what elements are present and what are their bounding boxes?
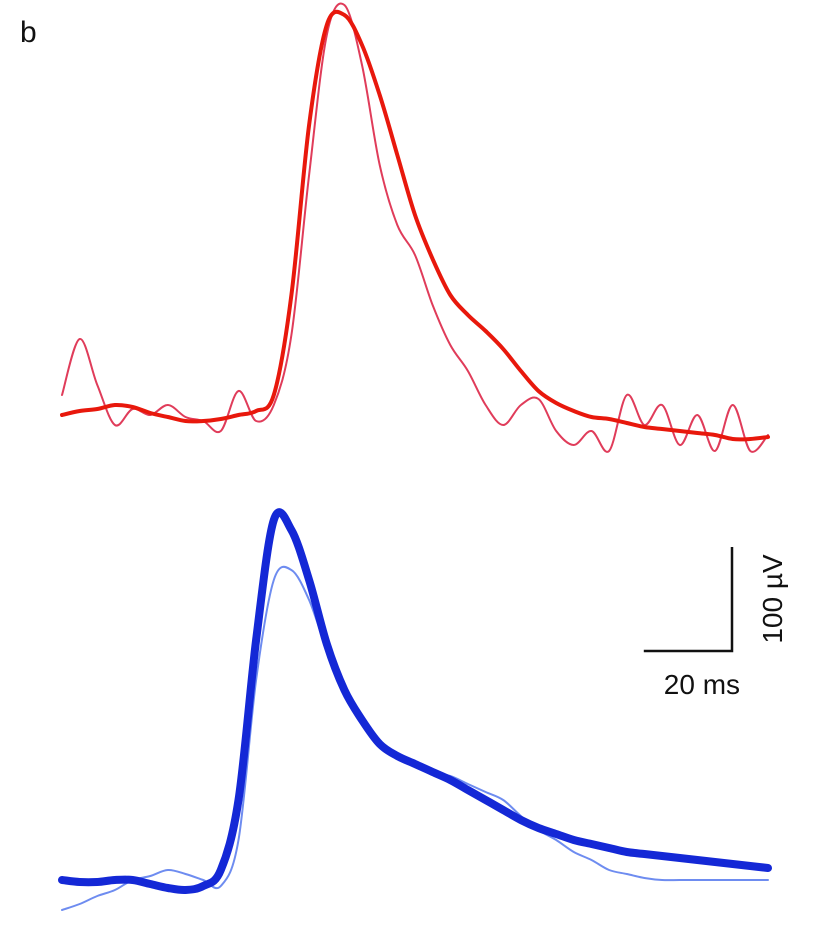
top-smooth-trace	[60, 9, 770, 442]
scale-bar-lines	[643, 547, 734, 653]
panel-label: b	[20, 16, 37, 49]
top-raw-trace	[61, 2, 769, 453]
bottom-smooth-trace	[58, 508, 772, 895]
scale-amplitude-label: 100 µV	[757, 554, 788, 644]
scale-time-label: 20 ms	[664, 669, 740, 700]
scale-bar: 20 ms 100 µV	[643, 547, 788, 700]
